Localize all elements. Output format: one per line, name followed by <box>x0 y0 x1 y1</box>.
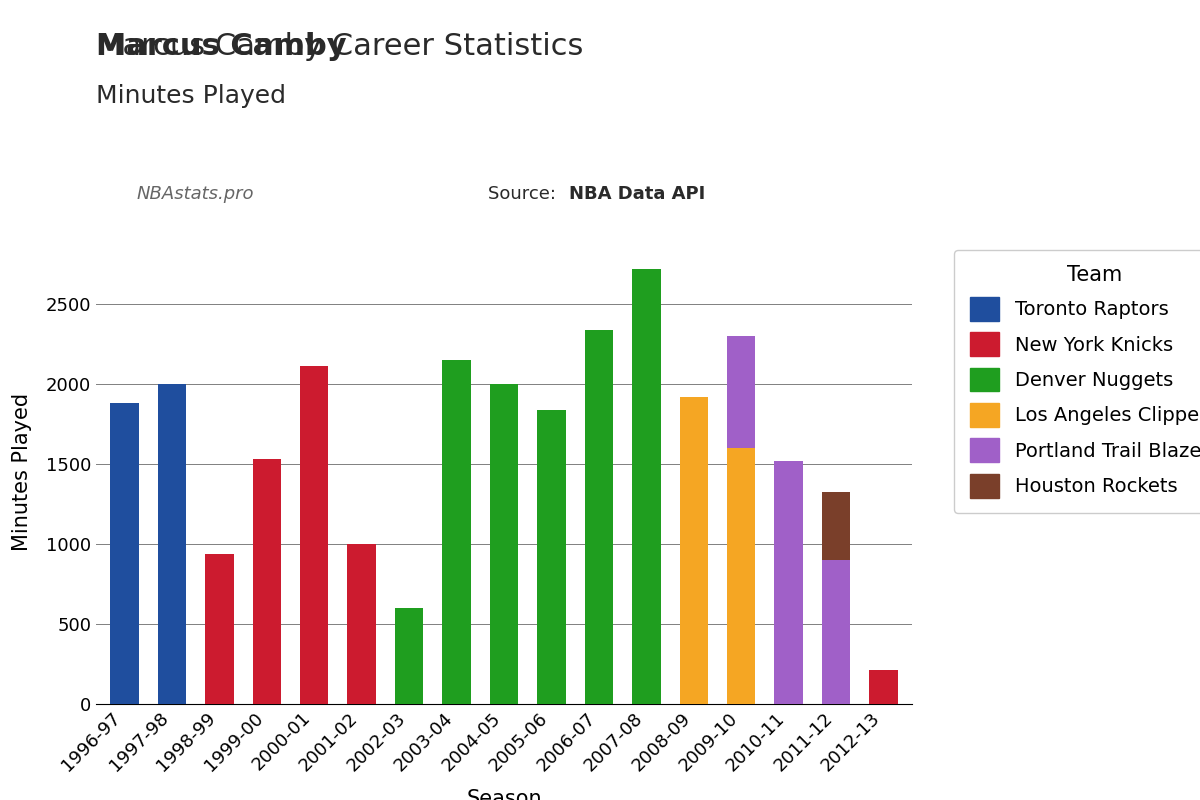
Bar <box>727 448 756 704</box>
Bar <box>395 608 424 704</box>
Text: Marcus Camby Career Statistics: Marcus Camby Career Statistics <box>96 32 583 61</box>
Text: NBA Data API: NBA Data API <box>569 185 706 203</box>
Legend: Toronto Raptors, New York Knicks, Denver Nuggets, Los Angeles Clippers, Portland: Toronto Raptors, New York Knicks, Denver… <box>954 250 1200 513</box>
Bar <box>632 269 660 704</box>
Bar <box>727 336 756 448</box>
Bar <box>869 670 898 704</box>
X-axis label: Season: Season <box>466 789 542 800</box>
Bar <box>205 554 234 704</box>
Bar <box>157 384 186 704</box>
Bar <box>300 366 329 704</box>
Bar <box>490 384 518 704</box>
Text: Source:: Source: <box>487 185 562 203</box>
Bar <box>822 492 851 560</box>
Bar <box>348 544 376 704</box>
Y-axis label: Minutes Played: Minutes Played <box>12 393 31 551</box>
Bar <box>252 459 281 704</box>
Bar <box>774 461 803 704</box>
Bar <box>822 560 851 704</box>
Bar <box>584 330 613 704</box>
Bar <box>443 360 470 704</box>
Text: NBAstats.pro: NBAstats.pro <box>137 185 254 203</box>
Bar <box>679 397 708 704</box>
Text: Marcus Camby: Marcus Camby <box>96 32 347 61</box>
Bar <box>538 410 565 704</box>
Text: Minutes Played: Minutes Played <box>96 84 286 108</box>
Bar <box>110 403 139 704</box>
